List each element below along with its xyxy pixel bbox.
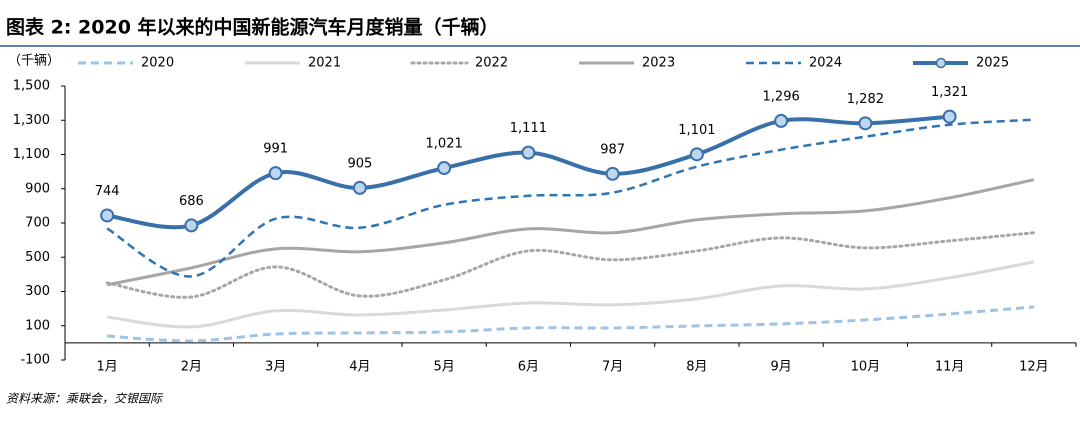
data-label: 1,296 [763,89,800,104]
x-tick-label: 4月 [349,360,370,375]
data-label: 1,321 [931,85,968,100]
series-line [107,305,1035,343]
data-point [437,161,452,176]
x-tick-label: 10月 [851,360,881,375]
data-point [774,113,789,128]
data-label: 1,111 [510,121,547,136]
data-point [184,218,199,233]
legend-marker [935,57,947,69]
y-tick-label: 500 [25,250,50,265]
y-tick-label: 300 [25,284,50,299]
y-tick-label: -100 [20,353,50,368]
data-label: 991 [263,142,288,157]
data-label: 686 [179,194,204,209]
y-tick-label: 1,100 [13,147,50,162]
data-label: 987 [600,142,625,157]
legend-label: 2025 [976,56,1009,71]
x-tick-label: 3月 [265,360,286,375]
data-point [521,145,536,160]
legend-label: 2022 [475,56,508,71]
series-line [105,231,1036,299]
x-tick-label: 5月 [433,360,454,375]
x-tick-label: 1月 [96,360,117,375]
series-line [106,260,1035,329]
y-tick-label: 900 [25,181,50,196]
data-label: 905 [347,156,372,171]
legend-label: 2023 [642,56,675,71]
data-point [352,180,367,195]
x-tick-label: 8月 [686,360,707,375]
data-point [942,109,957,124]
chart-title: 图表 2: 2020 年以来的中国新能源汽车月度销量（千辆） [6,16,499,39]
x-tick-label: 6月 [518,360,539,375]
x-tick-label: 9月 [770,360,791,375]
data-label: 1,282 [847,92,884,107]
legend-label: 2024 [809,56,842,71]
y-axis-label: （千辆） [8,54,60,69]
series-line [106,118,1034,278]
data-point [858,116,873,131]
x-tick-label: 11月 [935,360,965,375]
y-tick-label: 100 [25,318,50,333]
y-tick-label: 1,300 [13,113,50,128]
data-point [100,208,115,223]
data-label: 1,021 [426,137,463,152]
x-tick-label: 2月 [181,360,202,375]
data-label: 744 [95,184,120,199]
legend-label: 2020 [141,56,174,71]
y-tick-label: 700 [25,216,50,231]
data-point [605,166,620,181]
y-tick-label: 1,500 [13,79,50,94]
source-note: 资料来源：乘联会，交银国际 [6,392,164,406]
series-line [106,178,1035,287]
x-tick-label: 7月 [602,360,623,375]
x-tick-label: 12月 [1019,360,1049,375]
legend-label: 2021 [308,56,341,71]
data-label: 1,101 [678,123,715,138]
data-point [689,147,704,162]
data-point [268,166,283,181]
